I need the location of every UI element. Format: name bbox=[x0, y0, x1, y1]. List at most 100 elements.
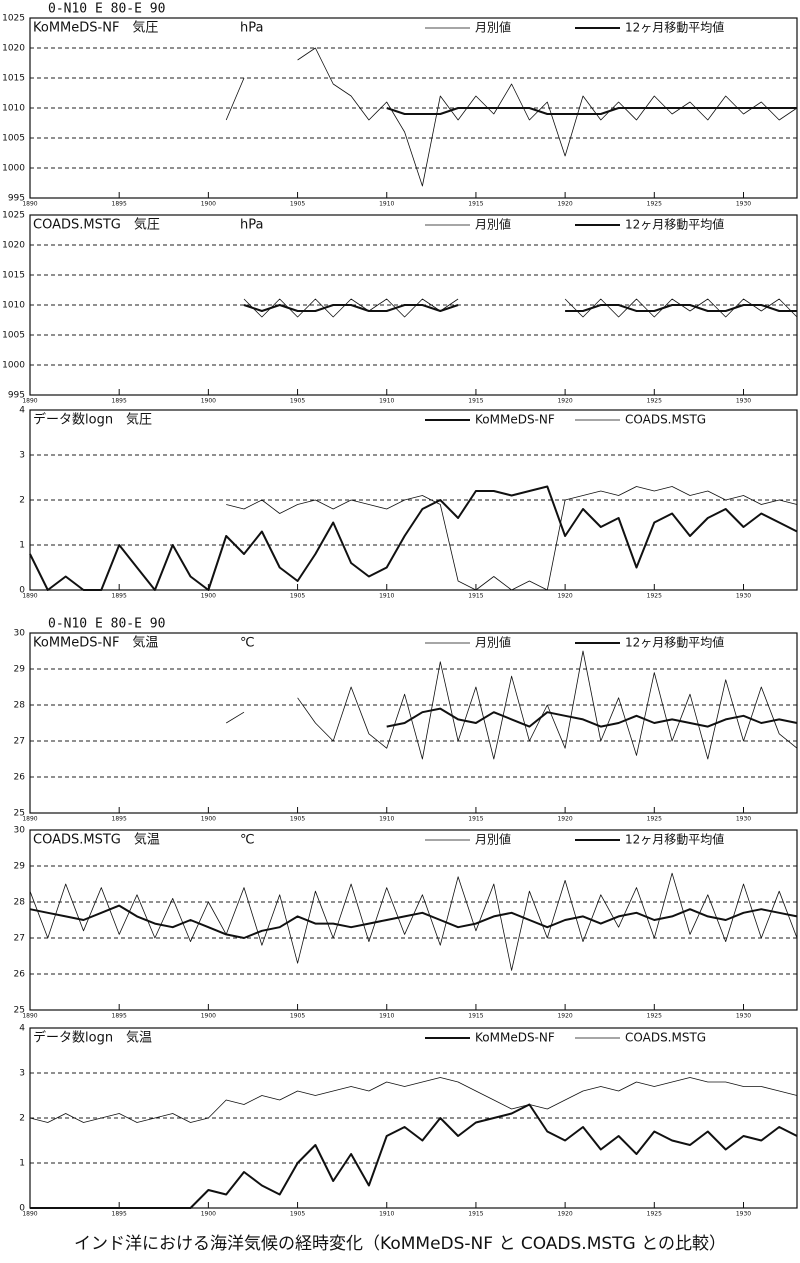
panel: 0-N10 E 80-E 90 995 1000 1005 1010 1015 1020 10… bbox=[2, 2, 798, 208]
y-tick-label: 1000 bbox=[2, 361, 25, 371]
legend-label: COADS.MSTG bbox=[625, 413, 706, 427]
x-tick-label: 1905 bbox=[290, 1211, 305, 1218]
panel-title: データ数logn 気温 bbox=[33, 1030, 152, 1046]
x-tick-label: 1910 bbox=[379, 593, 394, 600]
x-tick-label: 1930 bbox=[736, 1211, 751, 1218]
panel-title: KoMMeDS-NF 気温 bbox=[33, 635, 158, 651]
x-tick-label: 1905 bbox=[290, 593, 305, 600]
series-line bbox=[386, 707, 798, 728]
x-tick-label: 1920 bbox=[557, 816, 572, 823]
x-tick-label: 1890 bbox=[22, 593, 37, 600]
x-tick-label: 1890 bbox=[22, 398, 37, 405]
legend-label: 月別値 bbox=[475, 635, 511, 650]
y-tick-label: 29 bbox=[14, 665, 26, 675]
panel-title: データ数logn 気圧 bbox=[33, 412, 152, 428]
y-tick-label: 29 bbox=[14, 862, 26, 872]
panel: 25 26 27 28 29 30 1890 1895 1900 1905 1910 1915 1920… bbox=[14, 826, 798, 1020]
series-line bbox=[29, 904, 798, 939]
x-tick-label: 1900 bbox=[201, 593, 216, 600]
x-tick-label: 1895 bbox=[112, 201, 127, 208]
x-tick-label: 1900 bbox=[201, 1013, 216, 1020]
y-tick-label: 1010 bbox=[2, 301, 25, 311]
x-tick-label: 1920 bbox=[557, 398, 572, 405]
y-tick-label: 2 bbox=[19, 1114, 25, 1124]
unit-label: hPa bbox=[240, 218, 263, 233]
panel: 995 1000 1005 1010 1015 1020 1025 1890 1895 1900 1… bbox=[2, 211, 798, 405]
y-tick-label: 0 bbox=[19, 586, 25, 596]
x-tick-label: 1930 bbox=[736, 398, 751, 405]
legend-label: 12ヶ月移動平均値 bbox=[625, 832, 724, 847]
x-tick-label: 1915 bbox=[468, 593, 483, 600]
x-tick-label: 1905 bbox=[290, 1013, 305, 1020]
plot-frame bbox=[29, 829, 798, 1011]
y-tick-label: 1005 bbox=[2, 134, 25, 144]
legend-label: 月別値 bbox=[475, 20, 511, 35]
y-tick-label: 1005 bbox=[2, 331, 25, 341]
x-tick-label: 1930 bbox=[736, 1013, 751, 1020]
panel: 0 1 2 3 4 1890 1895 1900 1905 1910 1915 1920 1925 193… bbox=[19, 406, 798, 600]
y-tick-label: 1010 bbox=[2, 104, 25, 114]
y-tick-label: 3 bbox=[19, 451, 25, 461]
x-tick-label: 1905 bbox=[290, 201, 305, 208]
x-tick-label: 1925 bbox=[647, 1211, 662, 1218]
x-tick-label: 1930 bbox=[736, 201, 751, 208]
x-tick-label: 1925 bbox=[647, 398, 662, 405]
y-tick-label: 30 bbox=[14, 629, 26, 639]
x-tick-label: 1915 bbox=[468, 816, 483, 823]
y-tick-label: 1020 bbox=[2, 241, 25, 251]
region-label: 0-N10 E 80-E 90 bbox=[48, 2, 165, 17]
x-tick-label: 1900 bbox=[201, 398, 216, 405]
y-tick-label: 1000 bbox=[2, 164, 25, 174]
region-label: 0-N10 E 80-E 90 bbox=[48, 617, 165, 632]
panel-title: COADS.MSTG 気圧 bbox=[33, 217, 160, 233]
legend-label: COADS.MSTG bbox=[625, 1031, 706, 1045]
y-tick-label: 1 bbox=[19, 541, 25, 551]
x-tick-label: 1915 bbox=[468, 1211, 483, 1218]
x-tick-label: 1890 bbox=[22, 1211, 37, 1218]
series-line bbox=[225, 650, 798, 760]
x-tick-label: 1920 bbox=[557, 1211, 572, 1218]
series-line bbox=[29, 872, 798, 971]
y-tick-label: 25 bbox=[14, 1006, 25, 1016]
y-tick-label: 27 bbox=[14, 737, 25, 747]
series-line bbox=[29, 485, 798, 591]
unit-label: ℃ bbox=[240, 636, 255, 651]
y-tick-label: 1025 bbox=[2, 14, 25, 24]
x-tick-label: 1890 bbox=[22, 201, 37, 208]
series-line bbox=[243, 304, 797, 312]
x-tick-label: 1925 bbox=[647, 593, 662, 600]
y-tick-label: 0 bbox=[19, 1204, 25, 1214]
legend-label: 月別値 bbox=[475, 217, 511, 232]
unit-label: hPa bbox=[240, 21, 263, 36]
x-tick-label: 1915 bbox=[468, 398, 483, 405]
x-tick-label: 1890 bbox=[22, 816, 37, 823]
unit-label: ℃ bbox=[240, 833, 255, 848]
series-line bbox=[29, 1077, 798, 1123]
y-tick-label: 26 bbox=[14, 970, 26, 980]
legend-label: KoMMeDS-NF bbox=[475, 413, 555, 427]
caption: インド洋における海洋気候の経時変化（KoMMeDS-NF と COADS.MST… bbox=[74, 1234, 726, 1254]
series-line bbox=[225, 47, 798, 187]
legend-label: 12ヶ月移動平均値 bbox=[625, 635, 724, 650]
y-tick-label: 1025 bbox=[2, 211, 25, 221]
series-line bbox=[30, 1103, 798, 1209]
legend-label: KoMMeDS-NF bbox=[475, 1031, 555, 1045]
x-tick-label: 1925 bbox=[647, 816, 662, 823]
panel-title: KoMMeDS-NF 気圧 bbox=[33, 20, 158, 36]
y-tick-label: 995 bbox=[8, 194, 25, 204]
x-tick-label: 1925 bbox=[647, 201, 662, 208]
y-tick-label: 28 bbox=[14, 898, 26, 908]
y-tick-label: 995 bbox=[8, 391, 25, 401]
x-tick-label: 1910 bbox=[379, 1013, 394, 1020]
legend-label: 12ヶ月移動平均値 bbox=[625, 217, 724, 232]
x-tick-label: 1930 bbox=[736, 593, 751, 600]
x-tick-label: 1920 bbox=[557, 593, 572, 600]
x-tick-label: 1905 bbox=[290, 398, 305, 405]
y-tick-label: 3 bbox=[19, 1069, 25, 1079]
y-tick-label: 2 bbox=[19, 496, 25, 506]
x-tick-label: 1925 bbox=[647, 1013, 662, 1020]
x-tick-label: 1895 bbox=[112, 816, 127, 823]
x-tick-label: 1895 bbox=[112, 398, 127, 405]
y-tick-label: 1015 bbox=[2, 74, 25, 84]
